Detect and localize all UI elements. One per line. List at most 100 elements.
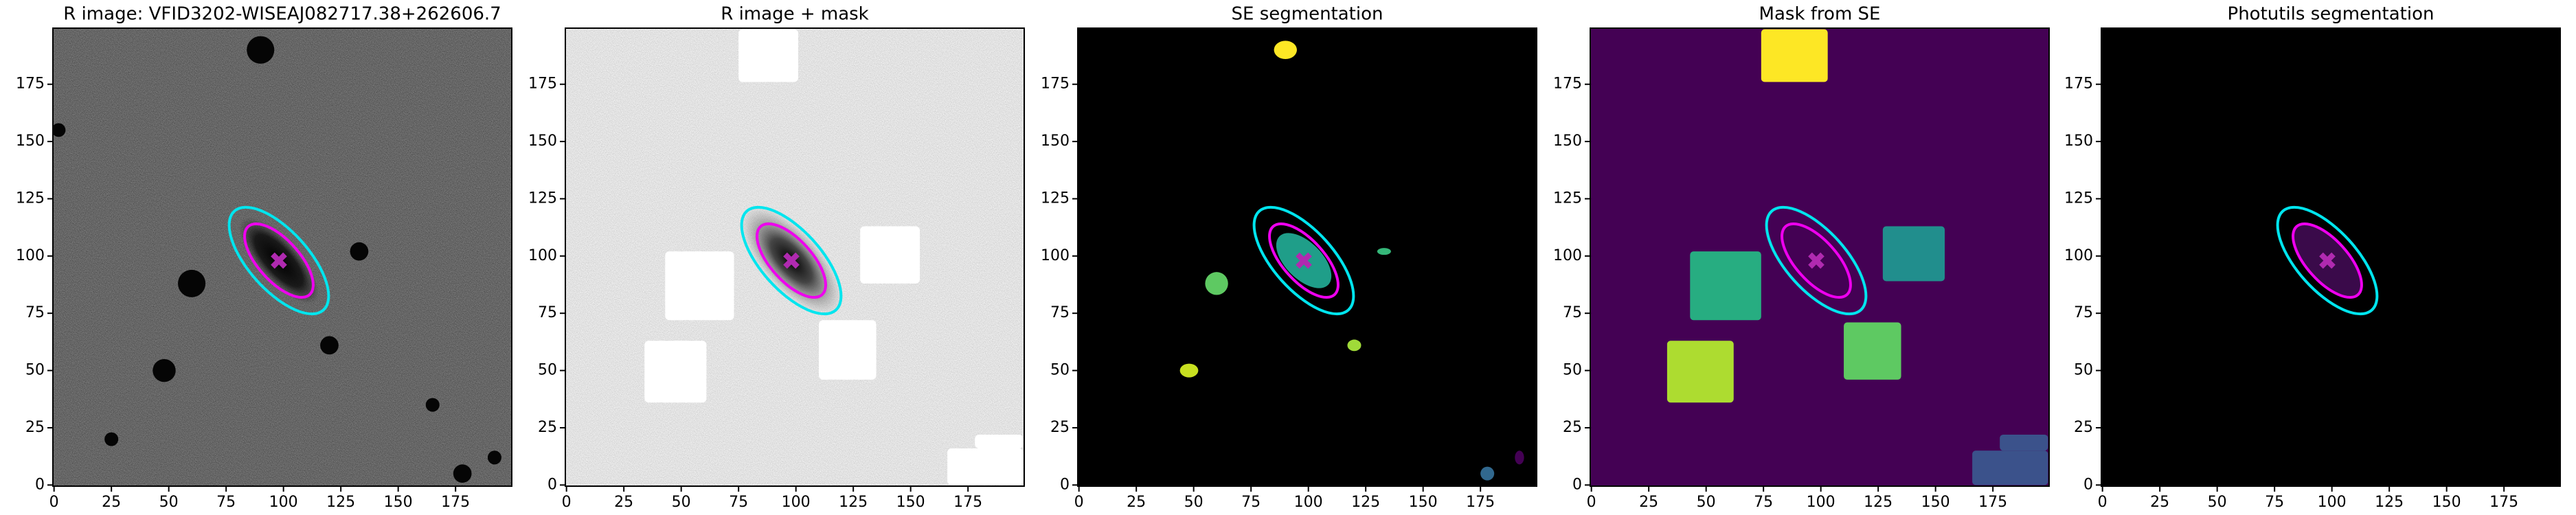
panel-title: Mask from SE: [1759, 4, 1881, 25]
segment: [1179, 363, 1199, 378]
y-tick-label: 75: [538, 304, 557, 321]
panel-title: SE segmentation: [1232, 4, 1383, 25]
x-tick-label: 100: [782, 494, 811, 511]
x-tick-label: 175: [2489, 494, 2518, 511]
mask-region: [738, 29, 799, 82]
x-tick-label: 0: [1074, 494, 1084, 511]
mask-region: [947, 448, 1024, 485]
y-tick-label: 75: [2074, 304, 2093, 321]
y-tick-label: 175: [16, 76, 45, 93]
outer-ellipse: [227, 205, 330, 316]
x-tick-label: 25: [614, 494, 633, 511]
outer-ellipse: [740, 205, 843, 316]
x-tick-label: 150: [1921, 494, 1950, 511]
y-tick-label: 0: [1060, 476, 1070, 493]
y-tick-label: 150: [16, 133, 45, 150]
star: [350, 242, 369, 261]
axes-frame: [2101, 27, 2561, 487]
y-tick-label: 125: [1553, 190, 1582, 207]
outer-ellipse: [2276, 205, 2379, 316]
mask-region: [1690, 251, 1761, 321]
y-tick-label: 25: [1563, 419, 1582, 436]
panel-title: R image + mask: [721, 4, 869, 25]
segment: [1274, 41, 1297, 60]
x-tick-label: 175: [1978, 494, 2007, 511]
segment: [1205, 272, 1228, 295]
x-tick-label: 25: [1127, 494, 1146, 511]
x-tick-label: 100: [2318, 494, 2347, 511]
x-tick-label: 50: [159, 494, 179, 511]
star: [104, 432, 119, 446]
segment: [1347, 339, 1362, 352]
x-tick-label: 100: [269, 494, 298, 511]
mask-region: [644, 341, 707, 403]
x-tick-label: 75: [216, 494, 236, 511]
mask-region: [860, 226, 920, 284]
center-marker: [783, 252, 800, 269]
image-panel: [1590, 28, 2049, 486]
y-tick-label: 175: [1553, 76, 1582, 93]
y-tick-label: 125: [2064, 190, 2093, 207]
x-tick-label: 75: [729, 494, 748, 511]
inner-ellipse: [2292, 222, 2363, 299]
x-tick-label: 125: [326, 494, 355, 511]
mask-region: [975, 434, 1024, 448]
star: [425, 398, 440, 412]
x-tick-label: 50: [2208, 494, 2227, 511]
x-tick-label: 25: [1639, 494, 1658, 511]
y-tick-label: 150: [1553, 133, 1582, 150]
axes-frame: [565, 27, 1025, 487]
segment: [1377, 248, 1391, 255]
segment: [1480, 466, 1495, 481]
y-tick-label: 100: [1553, 247, 1582, 264]
y-tick-label: 75: [25, 304, 45, 321]
center-marker: [1296, 252, 1312, 269]
mask-region: [1882, 226, 1945, 282]
x-tick-label: 25: [2150, 494, 2169, 511]
y-tick-label: 25: [2074, 419, 2093, 436]
x-tick-label: 150: [1409, 494, 1438, 511]
y-tick-label: 100: [528, 247, 557, 264]
x-tick-label: 150: [384, 494, 413, 511]
inner-ellipse: [1268, 222, 1340, 299]
y-tick-label: 125: [16, 190, 45, 207]
x-tick-label: 125: [1864, 494, 1893, 511]
y-tick-label: 0: [1572, 476, 1582, 493]
image-panel: [53, 28, 512, 486]
star: [320, 336, 339, 355]
star: [487, 450, 501, 465]
x-tick-label: 175: [953, 494, 982, 511]
axes-frame: [1590, 27, 2050, 487]
y-tick-label: 25: [25, 419, 45, 436]
y-tick-label: 0: [35, 476, 45, 493]
x-tick-label: 100: [1294, 494, 1323, 511]
y-tick-label: 125: [528, 190, 557, 207]
y-tick-label: 0: [547, 476, 557, 493]
center-marker: [2319, 252, 2336, 269]
x-tick-label: 0: [562, 494, 572, 511]
x-tick-label: 75: [1241, 494, 1261, 511]
x-tick-label: 50: [672, 494, 691, 511]
x-tick-label: 175: [441, 494, 470, 511]
image-panel: [1078, 28, 1537, 486]
x-tick-label: 175: [1466, 494, 1495, 511]
center-marker: [271, 252, 287, 269]
panel-title: Photutils segmentation: [2228, 4, 2434, 25]
mask-region: [665, 251, 734, 321]
panel-title: R image: VFID3202-WISEAJ082717.38+262606…: [63, 4, 501, 25]
y-tick-label: 100: [2064, 247, 2093, 264]
y-tick-label: 175: [528, 76, 557, 93]
axes-frame: [1077, 27, 1537, 487]
y-tick-label: 50: [1050, 362, 1070, 379]
x-tick-label: 100: [1807, 494, 1835, 511]
y-tick-label: 150: [528, 133, 557, 150]
y-tick-label: 100: [1041, 247, 1070, 264]
mask-region: [1972, 450, 2048, 485]
star: [178, 269, 206, 297]
mask-region: [819, 320, 877, 380]
y-tick-label: 0: [2083, 476, 2093, 493]
y-tick-label: 75: [1050, 304, 1070, 321]
star: [152, 358, 176, 382]
inner-ellipse: [756, 222, 827, 299]
y-tick-label: 50: [1563, 362, 1582, 379]
